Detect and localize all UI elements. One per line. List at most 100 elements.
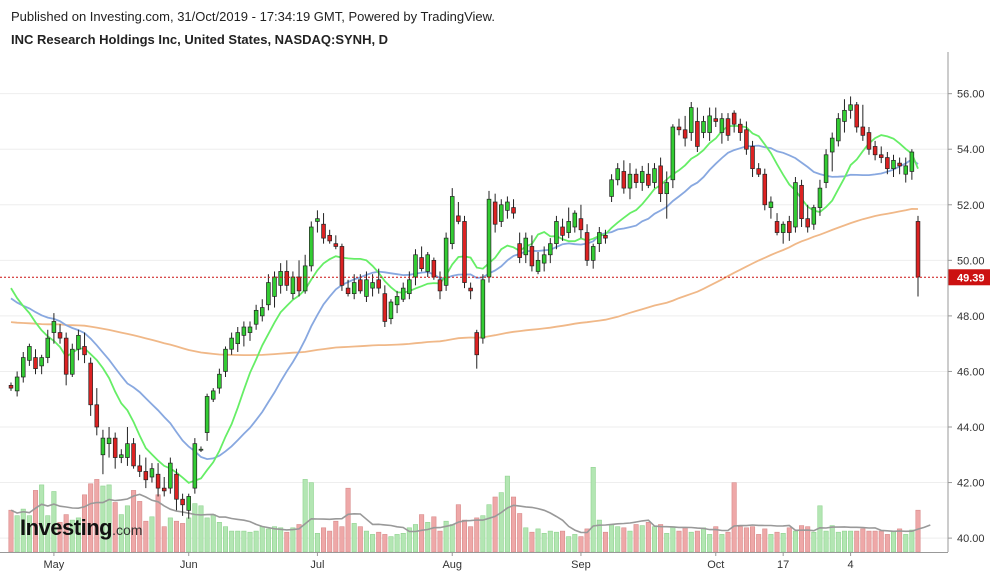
- volume-bar: [725, 531, 731, 553]
- candle-body: [351, 282, 357, 295]
- candle: [725, 113, 731, 141]
- volume-bar: [750, 526, 756, 553]
- candle-body: [394, 296, 400, 306]
- candle-body: [744, 129, 749, 150]
- candle-body: [529, 246, 535, 267]
- candle-body: [486, 198, 492, 278]
- candle: [670, 124, 676, 189]
- candle: [799, 179, 804, 227]
- candle: [541, 246, 547, 272]
- candle-body: [492, 201, 498, 225]
- candle: [597, 227, 602, 252]
- candle-body: [572, 212, 578, 228]
- candle-body: [480, 279, 486, 339]
- volume-bar: [357, 526, 363, 553]
- candle: [210, 388, 216, 402]
- candle: [719, 113, 725, 144]
- candle-body: [370, 282, 375, 289]
- candle-body: [131, 443, 136, 467]
- published-caption: Published on Investing.com, 31/Oct/2019 …: [11, 9, 495, 24]
- candle: [449, 188, 455, 250]
- volume-bar: [694, 530, 700, 553]
- volume-bar: [872, 530, 878, 553]
- candle-body: [253, 309, 259, 325]
- last-price-label: 49.39: [957, 272, 985, 284]
- candle-body: [878, 154, 884, 158]
- candle: [474, 329, 480, 369]
- candle: [787, 215, 792, 241]
- candle: [82, 332, 87, 364]
- candle-body: [119, 454, 124, 458]
- volume-bar: [412, 524, 418, 553]
- volume-bar: [449, 524, 455, 553]
- candle: [407, 271, 412, 300]
- candle-body: [750, 146, 755, 170]
- candle-body: [27, 346, 32, 361]
- candle: [168, 457, 173, 494]
- volume-bar: [290, 527, 296, 553]
- candle: [793, 177, 798, 233]
- candlesticks: [8, 96, 921, 519]
- candle: [915, 215, 921, 297]
- candle-body: [413, 254, 418, 278]
- time-tick-label: 17: [777, 559, 789, 571]
- volume-bar: [351, 523, 357, 553]
- volume-bar: [915, 509, 921, 553]
- candle-body: [192, 443, 198, 489]
- candle: [529, 235, 535, 272]
- candle: [701, 115, 706, 139]
- candle-body: [707, 115, 712, 133]
- candle: [63, 332, 69, 386]
- candle-body: [885, 157, 890, 170]
- candle: [535, 252, 541, 275]
- candle: [413, 249, 418, 286]
- volume-bar: [658, 524, 664, 553]
- candle-body: [137, 465, 142, 472]
- candle: [309, 221, 314, 272]
- candle: [860, 104, 866, 141]
- candle-body: [204, 396, 210, 433]
- candle-body: [155, 473, 161, 489]
- candle: [21, 352, 26, 383]
- candle: [443, 232, 449, 291]
- candle-body: [39, 357, 44, 367]
- candle-body: [266, 282, 271, 306]
- candle-body: [210, 390, 216, 400]
- volume-bar: [314, 532, 320, 553]
- candle: [394, 290, 400, 314]
- time-tick-label: May: [44, 559, 65, 571]
- candle-body: [780, 223, 786, 233]
- candle: [652, 163, 657, 189]
- candle-body: [548, 243, 553, 256]
- volume-bar: [756, 534, 762, 553]
- candle-body: [112, 437, 118, 458]
- candle-body: [658, 165, 663, 195]
- time-tick-label: 4: [848, 559, 854, 571]
- candle-body: [174, 473, 179, 500]
- volume-bar: [621, 527, 627, 553]
- candle-body: [431, 259, 437, 278]
- candle: [51, 313, 57, 344]
- candle-body: [449, 196, 455, 245]
- volume-bar: [768, 534, 774, 553]
- candle-body: [915, 221, 921, 278]
- candle: [370, 274, 375, 297]
- volume-bar: [560, 530, 566, 553]
- candle: [676, 118, 682, 136]
- candle: [499, 199, 504, 227]
- candle-body: [88, 362, 93, 406]
- candle: [762, 168, 768, 211]
- candle-body: [33, 357, 38, 370]
- candle: [217, 368, 222, 394]
- candle-body: [603, 234, 608, 239]
- candle-body: [566, 221, 571, 233]
- price-tick-label: 56.00: [957, 89, 985, 101]
- candle: [296, 260, 302, 297]
- candle: [744, 121, 749, 155]
- candle-body: [854, 104, 859, 128]
- candle-body: [437, 279, 443, 292]
- candle: [872, 140, 878, 161]
- candle-body: [143, 471, 149, 481]
- candle-body: [719, 118, 725, 133]
